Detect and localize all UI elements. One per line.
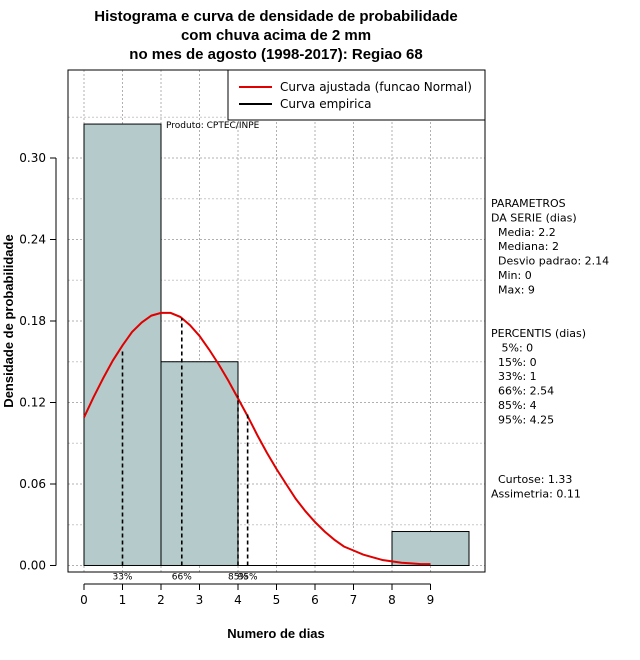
legend-label-fitted: Curva ajustada (funcao Normal) xyxy=(280,80,472,94)
parametros-line: Media: 2.2 xyxy=(491,226,556,239)
percentile-label: 95% xyxy=(238,572,258,582)
percentis-line: 15%: 0 xyxy=(491,356,537,369)
product-credit: Produto: CPTEC/INPE xyxy=(166,121,260,131)
legend: Curva ajustada (funcao Normal) Curva empi… xyxy=(227,69,486,121)
y-tick-label: 0.06 xyxy=(19,477,46,491)
fitted-normal-curve xyxy=(83,311,431,566)
y-tick-label: 0.12 xyxy=(19,395,46,409)
x-axis-label: Numero de dias xyxy=(227,626,325,641)
percentis-line: 5%: 0 xyxy=(491,341,533,354)
parametros-line: Mediana: 2 xyxy=(491,240,559,253)
percentis-line: 66%: 2.54 xyxy=(491,385,554,398)
y-axis-label: Densidade de probabilidade xyxy=(1,234,16,407)
percentis-line: PERCENTIS (dias) xyxy=(491,327,586,340)
fitted-curve xyxy=(83,311,431,566)
x-tick-label: 7 xyxy=(350,593,358,607)
percentis-line: 85%: 4 xyxy=(491,399,537,412)
x-tick-label: 8 xyxy=(388,593,396,607)
percentis-line: 33%: 1 xyxy=(491,370,537,383)
legend-box xyxy=(227,69,486,121)
x-tick-label: 9 xyxy=(427,593,435,607)
percentis-line: 95%: 4.25 xyxy=(491,413,554,426)
forma-line: Curtose: 1.33 xyxy=(491,473,572,486)
x-tick-label: 5 xyxy=(273,593,281,607)
histogram-bar xyxy=(391,531,470,566)
chart-title-line: Histograma e curva de densidade de proba… xyxy=(94,8,457,25)
x-tick-label: 0 xyxy=(80,593,88,607)
x-tick-label: 1 xyxy=(119,593,127,607)
chart-title-line: com chuva acima de 2 mm xyxy=(181,27,371,44)
y-tick-label: 0.24 xyxy=(19,233,46,247)
percentile-label: 66% xyxy=(172,572,192,582)
parametros-line: Desvio padrao: 2.14 xyxy=(491,255,609,268)
x-axis: 0 1 2 3 4 5 6 7 8 9 Numero de dias xyxy=(80,583,435,641)
legend-label-empirical: Curva empirica xyxy=(280,97,371,111)
parametros-line: DA SERIE (dias) xyxy=(491,211,577,224)
y-tick-label: 0.00 xyxy=(19,558,46,572)
parametros-line: Min: 0 xyxy=(491,269,532,282)
percentile-label: 85% xyxy=(228,572,248,582)
parametros-line: PARAMETROS xyxy=(491,197,566,210)
percentile-label: 33% xyxy=(112,572,132,582)
chart-title-line: no mes de agosto (1998-2017): Regiao 68 xyxy=(129,46,422,63)
percentile-lines: 33% 66% 85%95% xyxy=(112,318,258,582)
y-tick-label: 0.18 xyxy=(19,314,46,328)
x-tick-label: 3 xyxy=(196,593,204,607)
annotations: Histograma e curva de densidade de proba… xyxy=(94,8,609,500)
forma-line: Assimetria: 0.11 xyxy=(491,487,581,500)
x-tick-label: 2 xyxy=(157,593,165,607)
x-tick-label: 6 xyxy=(311,593,319,607)
x-tick-label: 4 xyxy=(234,593,242,607)
histogram-bar xyxy=(160,361,239,566)
parametros-line: Max: 9 xyxy=(491,283,535,296)
y-axis: 0.00 0.06 0.12 0.18 0.24 0.30 Densidade de pro… xyxy=(1,151,57,572)
y-tick-label: 0.30 xyxy=(19,151,46,165)
